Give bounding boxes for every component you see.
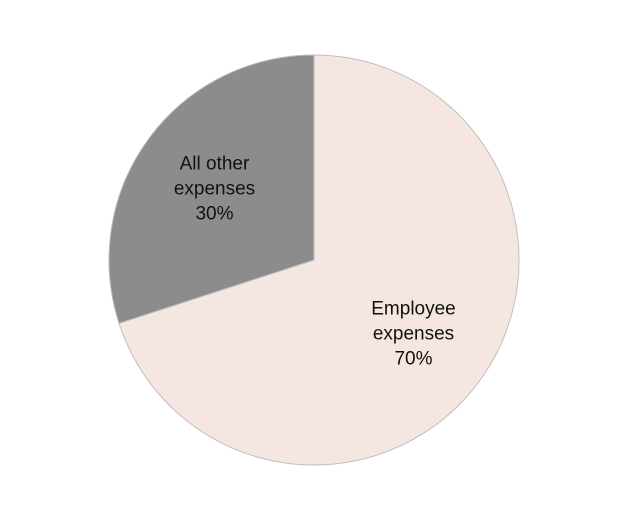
pie-label-employee-expenses: Employee expenses 70% <box>371 298 456 369</box>
pie-label-line: 30% <box>195 204 233 225</box>
pie-slice-employee-expenses <box>118 54 520 466</box>
pie-label-all-other-expenses: All other expenses 30% <box>174 154 255 225</box>
pie-label-line: expenses <box>174 179 255 200</box>
pie-label-line: Employee <box>371 298 456 319</box>
pie-labels: Employee expenses 70% All other expenses 30% <box>174 154 456 370</box>
pie-slice-all-other-expenses <box>108 54 315 324</box>
pie-label-line: All other <box>180 154 250 175</box>
pie-slices <box>108 54 520 466</box>
pie-label-line: expenses <box>373 323 454 344</box>
pie-label-line: 70% <box>394 348 432 369</box>
